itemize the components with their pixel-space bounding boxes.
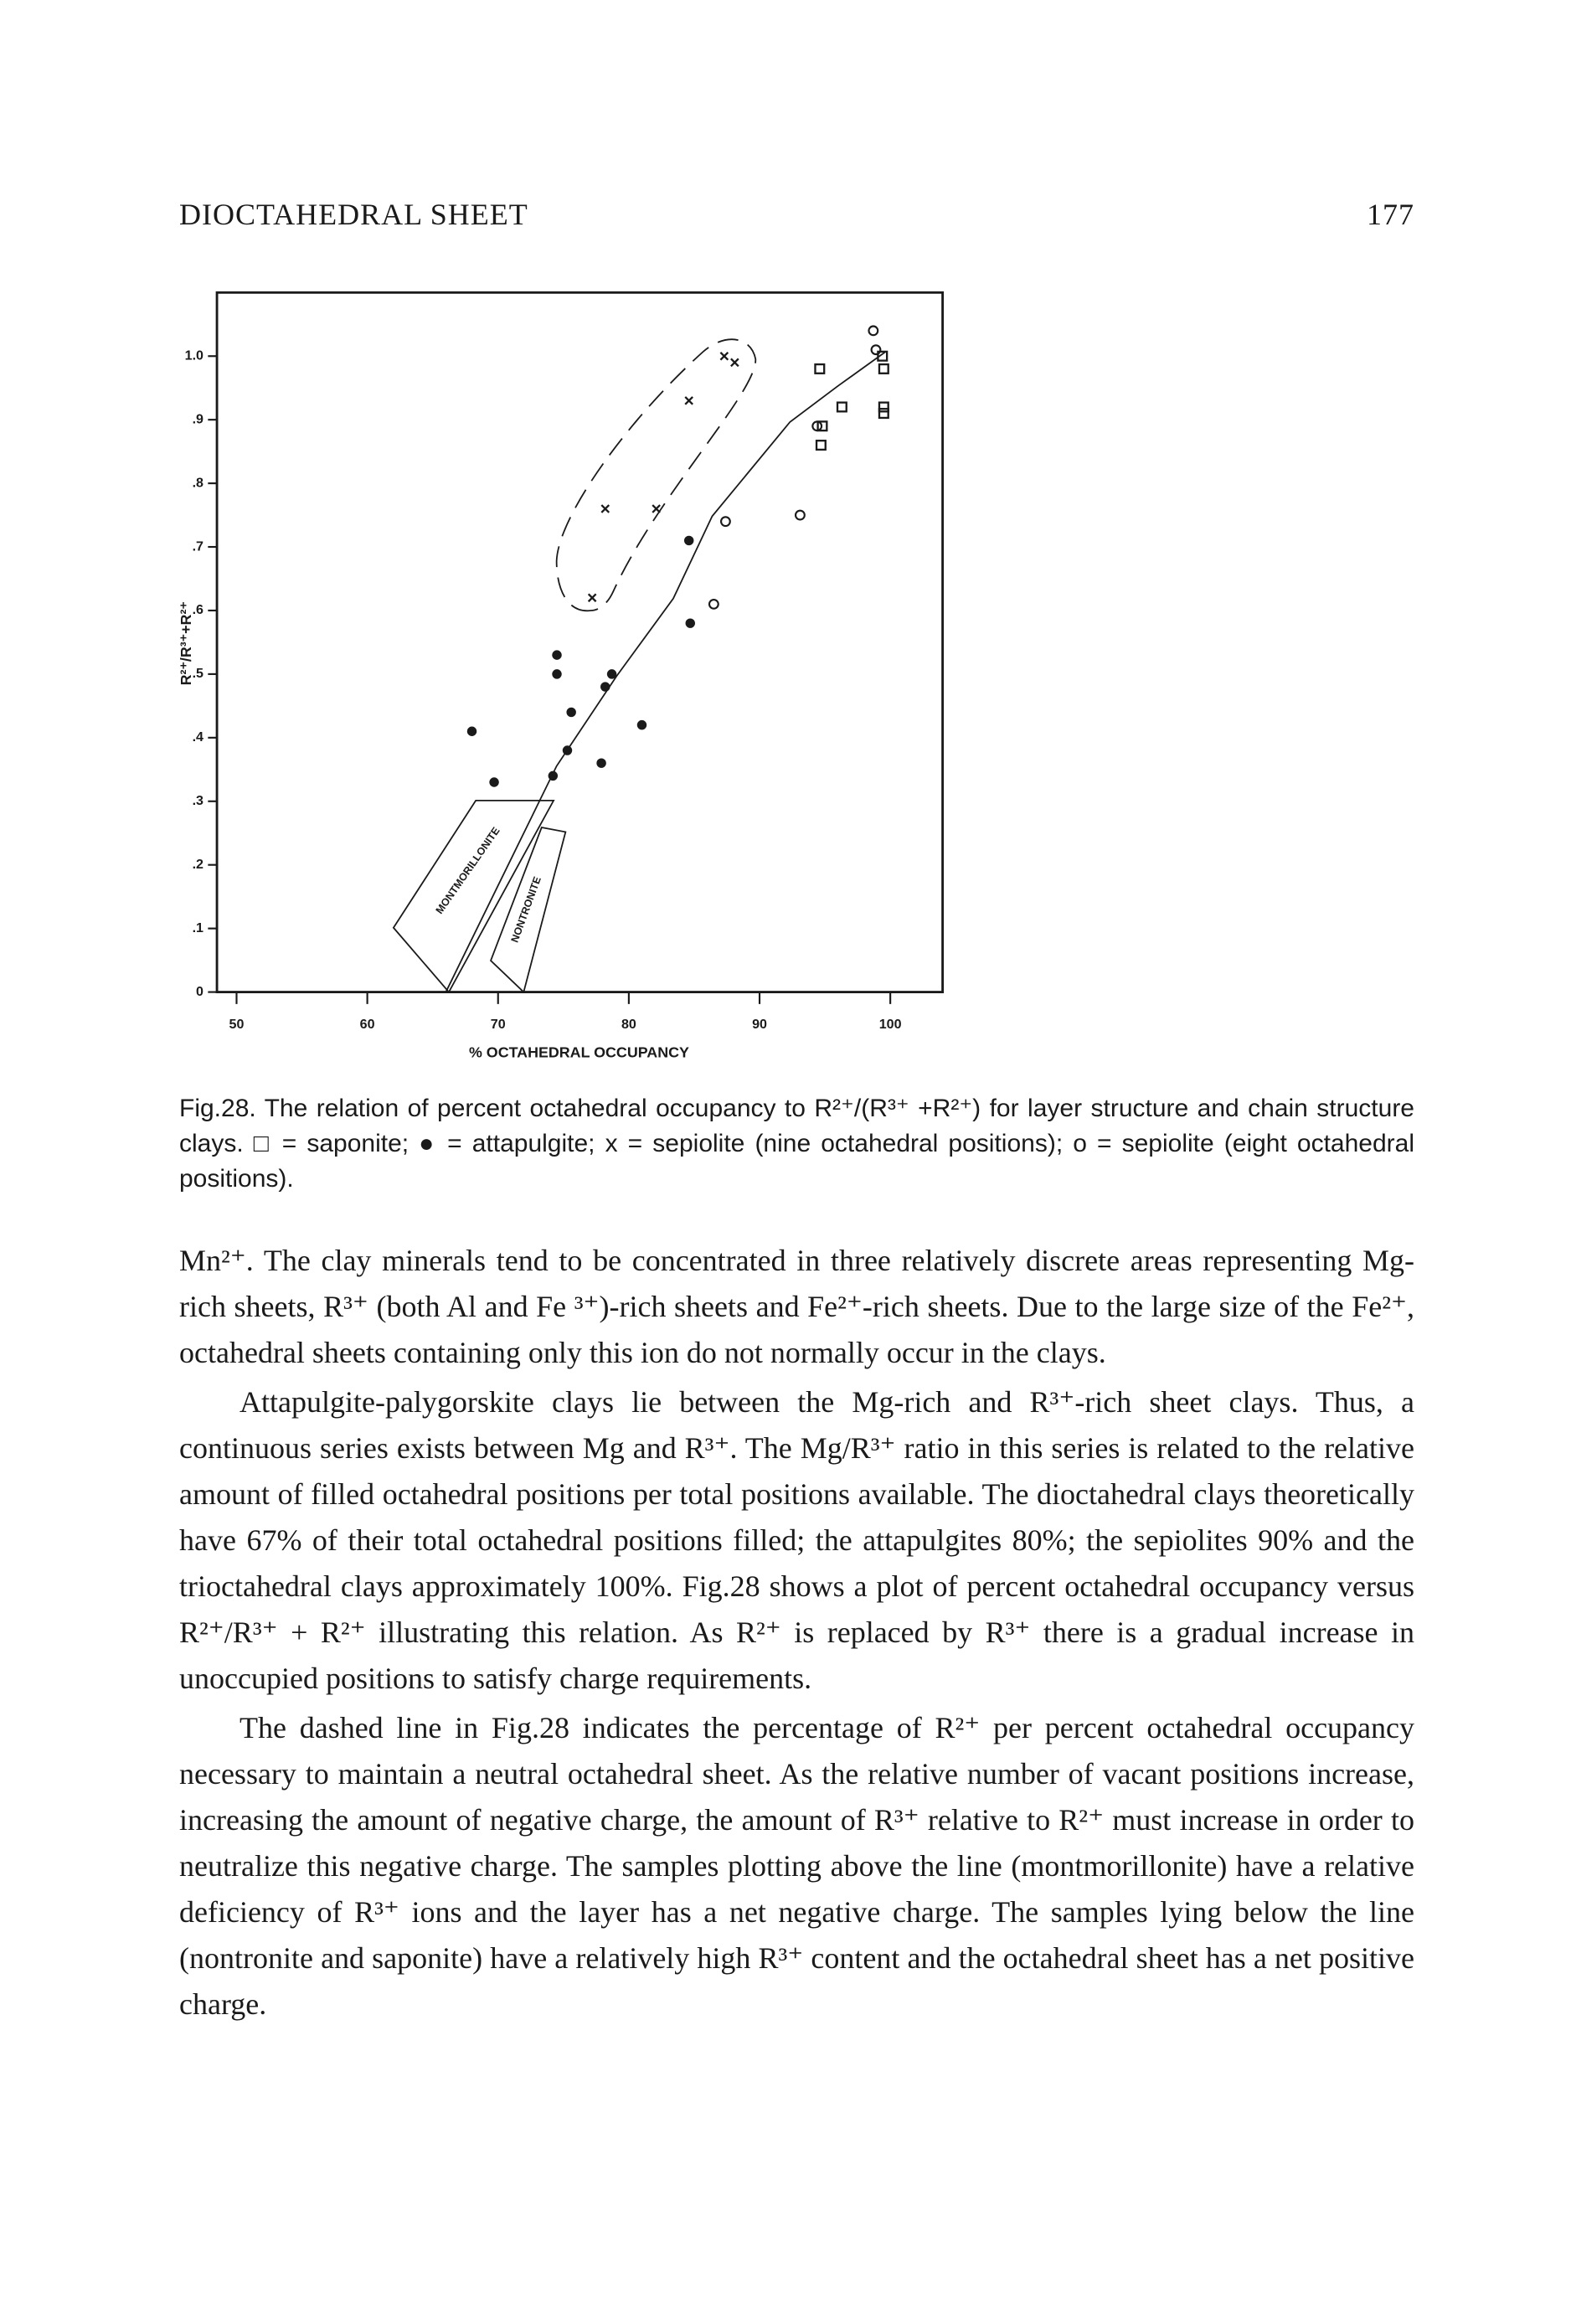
y-tick-label: .1 — [193, 920, 203, 935]
point-sepiolite-eight — [811, 420, 823, 432]
y-tick-label: .9 — [193, 411, 203, 426]
y-axis-label: R²⁺/R³⁺+R²⁺ — [178, 601, 194, 685]
trend-line — [445, 351, 887, 992]
point-saponite — [878, 363, 889, 374]
running-head: DIOCTAHEDRAL SHEET — [179, 198, 528, 231]
point-saponite — [877, 350, 889, 362]
point-sepiolite-nine — [684, 396, 693, 405]
point-saponite — [816, 420, 828, 432]
y-tick-label: 1.0 — [185, 348, 203, 363]
paragraph: Mn²⁺. The clay minerals tend to be conce… — [179, 1244, 1414, 1369]
point-attapulgite — [552, 669, 562, 679]
y-tick-label: 0 — [196, 984, 203, 999]
paragraph: Attapulgite-palygorskite clays lie betwe… — [179, 1385, 1414, 1695]
point-sepiolite-nine — [719, 351, 729, 361]
point-sepiolite-eight — [794, 509, 806, 521]
y-tick-label: .8 — [193, 475, 203, 490]
point-attapulgite — [552, 650, 562, 660]
x-tick-label: 100 — [879, 1017, 902, 1032]
point-sepiolite-nine — [652, 504, 661, 513]
y-tick-label: .3 — [193, 793, 203, 808]
point-saponite — [878, 408, 889, 420]
point-saponite — [815, 440, 827, 451]
figure-caption: Fig.28. The relation of percent octahedr… — [179, 1095, 1414, 1193]
x-tick-label: 70 — [491, 1017, 506, 1032]
point-sepiolite-nine — [730, 358, 739, 368]
page-number: 177 — [1367, 198, 1414, 231]
y-tick-label: .5 — [193, 666, 203, 681]
x-tick-label: 60 — [360, 1017, 375, 1032]
point-attapulgite — [600, 682, 610, 692]
field-label: MONTMORILLONITE — [434, 825, 502, 916]
x-tick-label: 80 — [621, 1017, 636, 1032]
x-tick-label: 90 — [752, 1017, 767, 1032]
point-sepiolite-eight — [708, 598, 719, 610]
point-attapulgite — [685, 618, 695, 628]
x-axis-label: % OCTAHEDRAL OCCUPANCY — [469, 1044, 689, 1061]
point-saponite — [836, 401, 847, 413]
point-attapulgite — [636, 719, 647, 730]
point-sepiolite-eight — [870, 344, 882, 356]
point-attapulgite — [566, 707, 576, 718]
point-sepiolite-eight — [719, 516, 731, 528]
dashed-envelope — [555, 338, 757, 612]
point-attapulgite — [683, 535, 694, 546]
nontronite-field — [489, 827, 567, 994]
point-attapulgite — [606, 669, 617, 679]
point-sepiolite-nine — [587, 593, 597, 603]
y-tick-label: .4 — [193, 729, 203, 745]
point-attapulgite — [596, 758, 606, 768]
x-tick-label: 50 — [229, 1017, 245, 1032]
point-attapulgite — [489, 777, 499, 787]
y-tick-label: .6 — [193, 602, 203, 617]
point-attapulgite — [466, 726, 477, 736]
figure-chart: R²⁺/R³⁺+R²⁺ % OCTAHEDRAL OCCUPANCY 0 .1 .2… — [178, 291, 945, 1061]
point-attapulgite — [562, 745, 573, 755]
point-sepiolite-nine — [600, 504, 610, 513]
point-sepiolite-eight — [868, 325, 879, 337]
paragraph: The dashed line in Fig.28 indicates the … — [179, 1711, 1414, 2021]
point-attapulgite — [548, 770, 559, 781]
y-tick-label: .7 — [193, 538, 203, 554]
point-saponite — [814, 363, 826, 374]
body-text: Mn²⁺. The clay minerals tend to be conce… — [179, 1238, 1414, 2031]
plot-frame — [215, 291, 945, 994]
montmorillonite-field — [392, 799, 555, 994]
y-tick-label: .2 — [193, 857, 203, 872]
point-saponite — [878, 401, 889, 413]
